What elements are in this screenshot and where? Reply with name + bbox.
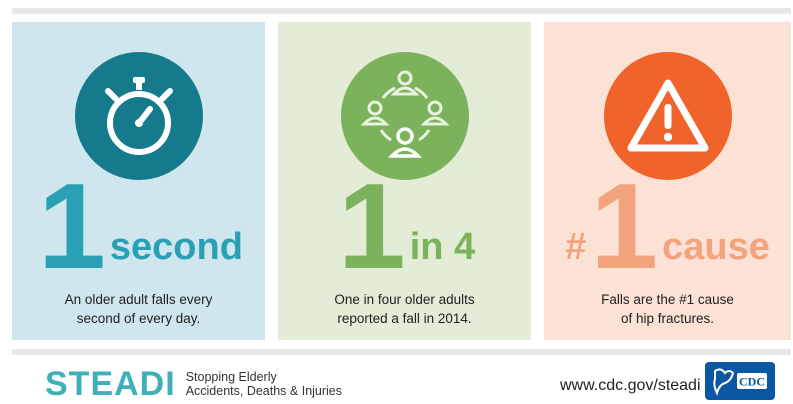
- stopwatch-icon-circle: [74, 52, 203, 180]
- people-icon-circle: [340, 52, 469, 180]
- stat-prefix: #: [565, 226, 587, 268]
- stat-panel-number-one-cause: # 1 cause Falls are the #1 cause of hip …: [544, 22, 791, 340]
- tagline-line: Stopping Elderly: [185, 370, 277, 384]
- stat-panel-one-second: 1 second An older adult falls every seco…: [12, 22, 265, 340]
- stat-caption: An older adult falls every second of eve…: [12, 290, 265, 328]
- tagline-line: Accidents, Deaths & Injuries: [185, 384, 343, 398]
- cdc-logo: CDC: [705, 362, 775, 400]
- cdc-logo-icon: CDC: [713, 368, 767, 396]
- stat-unit: cause: [662, 226, 770, 268]
- steadi-url-link[interactable]: www.cdc.gov/steadi: [560, 377, 701, 394]
- warning-icon-circle: [603, 52, 732, 180]
- stat-numeral: 1: [590, 158, 658, 294]
- stat-unit: second: [109, 226, 243, 268]
- caption-line: of hip fractures.: [620, 311, 715, 326]
- caption-line: Falls are the #1 cause: [601, 292, 734, 307]
- people-circle-icon: [360, 70, 449, 158]
- stat-unit: in 4: [409, 226, 476, 268]
- steadi-tagline: Stopping Elderly Accidents, Deaths & Inj…: [186, 370, 342, 398]
- stat-headline: 1 second: [12, 158, 265, 294]
- stopwatch-icon: [104, 77, 173, 155]
- footer-divider: [12, 349, 791, 355]
- stat-caption: Falls are the #1 cause of hip fractures.: [544, 290, 791, 328]
- stat-panel-one-in-four: 1 in 4 One in four older adults reported…: [278, 22, 531, 340]
- cdc-badge-text: CDC: [739, 375, 765, 389]
- stat-caption: One in four older adults reported a fall…: [278, 290, 531, 328]
- stat-numeral: 1: [337, 158, 406, 294]
- stat-headline: 1 in 4: [278, 158, 531, 294]
- caption-line: second of every day.: [76, 311, 201, 326]
- warning-icon: [627, 79, 708, 152]
- stat-headline: # 1 cause: [544, 158, 791, 294]
- steadi-brand: STEADI: [45, 365, 176, 403]
- caption-line: reported a fall in 2014.: [337, 311, 472, 326]
- top-divider: [12, 8, 791, 14]
- steadi-logo: STEADI Stopping Elderly Accidents, Death…: [45, 367, 342, 401]
- caption-line: One in four older adults: [334, 292, 475, 307]
- caption-line: An older adult falls every: [64, 292, 213, 307]
- stat-numeral: 1: [38, 158, 106, 294]
